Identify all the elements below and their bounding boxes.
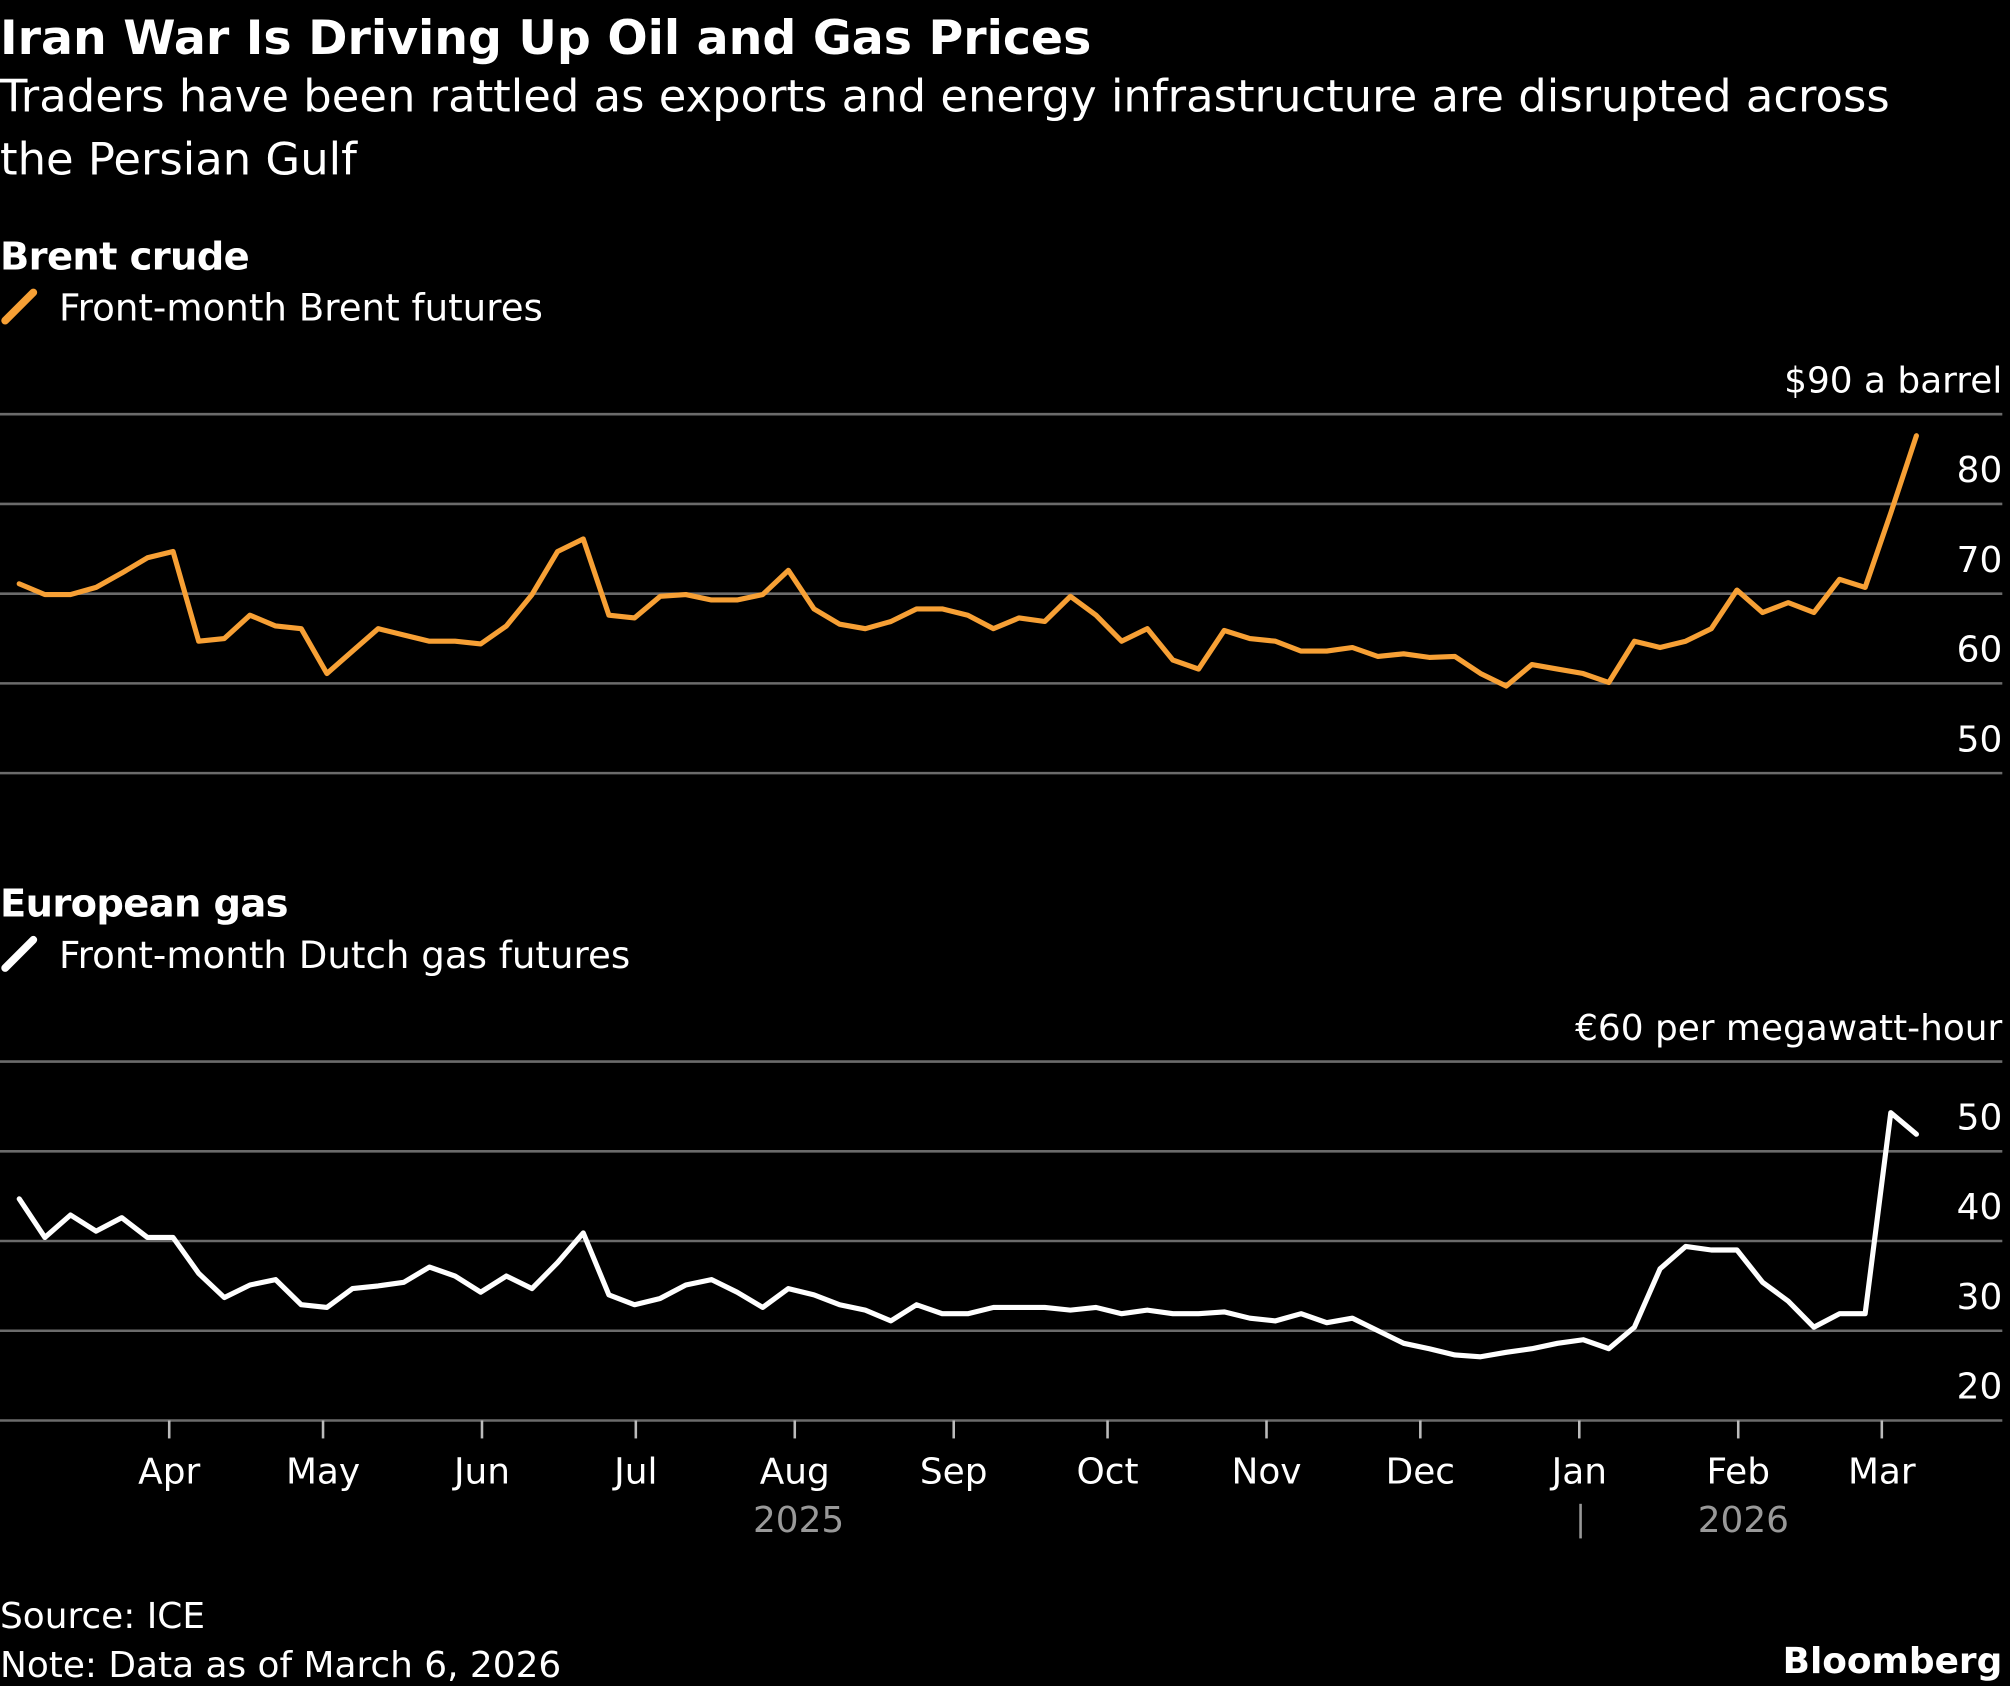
subtitle-box: Traders have been rattled as exports and… [0,71,1890,187]
x-tick-label: Sep [920,1451,988,1492]
x-tick-label: Mar [1848,1451,1916,1492]
y-tick-label: 30 [1957,1277,2003,1318]
legend-label: Front-month Brent futures [59,286,543,330]
y-tick-label: 50 [1957,719,2003,760]
brand: Bloomberg [1783,1641,2003,1682]
y-tick-label: €60 per megawatt-hour [1575,1008,2002,1049]
y-tick-label: 50 [1957,1098,2003,1139]
x-tick-label: Oct [1077,1451,1139,1492]
panel-title: Brent crude [0,234,249,279]
x-tick-label: Apr [138,1451,200,1492]
series-line [16,433,1919,689]
year-label: 2026 [1698,1500,1789,1541]
source: Source: ICE [0,1596,205,1637]
chart-subtitle: Traders have been rattled as exports and… [0,71,1890,187]
y-tick-label: 20 [1957,1367,2003,1408]
year-label: 2025 [753,1500,844,1541]
y-tick-label: 60 [1957,630,2003,671]
y-tick-label: $90 a barrel [1784,360,2002,401]
x-tick-label: Nov [1231,1451,1301,1492]
x-tick-label: Dec [1386,1451,1455,1492]
x-tick-label: May [286,1451,360,1492]
legend-swatch [1,288,38,325]
x-tick-label: Jun [452,1451,510,1492]
panel-title: European gas [0,882,288,927]
x-tick-label: Jul [612,1451,657,1492]
y-tick-label: 70 [1957,540,2003,581]
note: Note: Data as of March 6, 2026 [0,1645,561,1686]
chart-title: Iran War Is Driving Up Oil and Gas Price… [0,11,1091,66]
y-tick-label: 80 [1957,450,2003,491]
y-tick-label: 40 [1957,1187,2003,1228]
x-tick-label: Jan [1550,1451,1607,1492]
legend-label: Front-month Dutch gas futures [59,933,630,977]
legend-swatch [1,935,38,972]
series-line [16,1110,1919,1360]
x-tick-label: Feb [1706,1451,1770,1492]
x-tick-label: Aug [760,1451,830,1492]
